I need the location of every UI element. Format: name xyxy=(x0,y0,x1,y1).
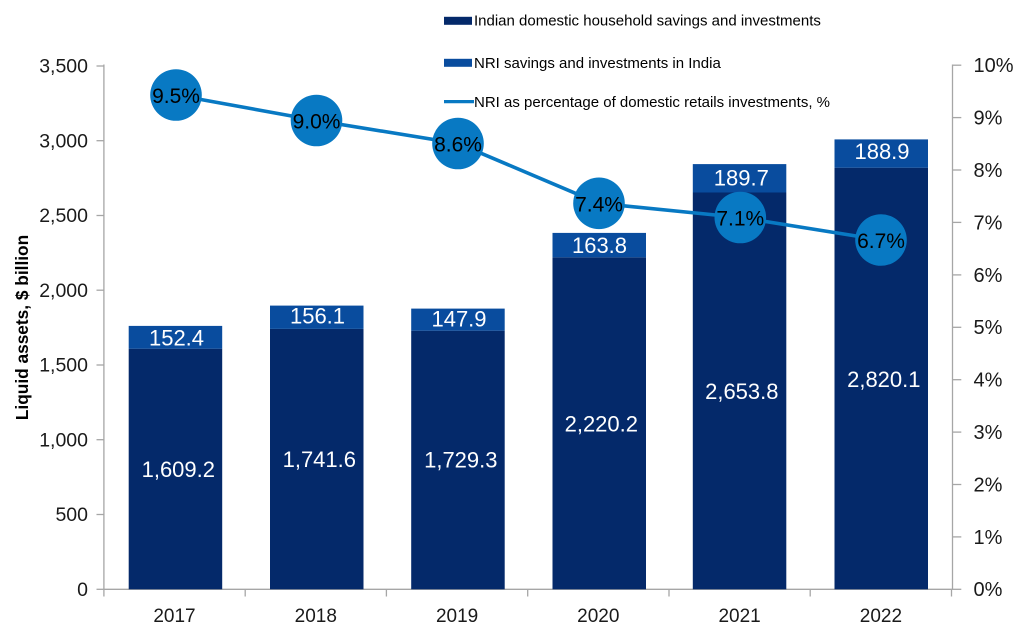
svg-text:8%: 8% xyxy=(974,160,1003,182)
svg-text:NRI savings and investments in: NRI savings and investments in India xyxy=(474,55,721,72)
svg-text:2,000: 2,000 xyxy=(39,280,88,302)
svg-text:152.4: 152.4 xyxy=(149,325,204,350)
svg-text:2019: 2019 xyxy=(436,606,478,627)
svg-text:2021: 2021 xyxy=(718,606,760,627)
svg-text:9%: 9% xyxy=(974,108,1003,130)
svg-text:163.8: 163.8 xyxy=(572,233,627,258)
svg-text:1,500: 1,500 xyxy=(39,355,88,377)
svg-text:500: 500 xyxy=(55,504,88,526)
svg-text:0: 0 xyxy=(77,579,88,601)
svg-text:9.5%: 9.5% xyxy=(152,85,200,108)
svg-text:2,500: 2,500 xyxy=(39,205,88,227)
svg-text:1,609.2: 1,609.2 xyxy=(142,457,215,482)
svg-text:189.7: 189.7 xyxy=(714,165,769,190)
svg-text:1,000: 1,000 xyxy=(39,429,88,451)
svg-text:2,653.8: 2,653.8 xyxy=(705,379,778,404)
svg-text:147.9: 147.9 xyxy=(431,306,486,331)
svg-text:Liquid assets, $ billion: Liquid assets, $ billion xyxy=(12,235,32,420)
svg-text:9.0%: 9.0% xyxy=(293,111,341,134)
svg-text:6.7%: 6.7% xyxy=(857,230,905,253)
svg-text:7.1%: 7.1% xyxy=(716,208,764,231)
svg-text:2,220.2: 2,220.2 xyxy=(565,412,638,437)
svg-text:7.4%: 7.4% xyxy=(575,193,623,216)
svg-text:2017: 2017 xyxy=(153,606,195,627)
svg-text:10%: 10% xyxy=(974,55,1014,77)
svg-text:1%: 1% xyxy=(974,527,1003,549)
svg-text:3%: 3% xyxy=(974,422,1003,444)
svg-text:2%: 2% xyxy=(974,474,1003,496)
svg-text:2,820.1: 2,820.1 xyxy=(847,367,920,392)
svg-text:4%: 4% xyxy=(974,370,1003,392)
svg-text:2018: 2018 xyxy=(295,606,337,627)
svg-text:6%: 6% xyxy=(974,265,1003,287)
svg-text:8.6%: 8.6% xyxy=(434,134,482,157)
svg-text:3,500: 3,500 xyxy=(39,56,88,78)
svg-text:7%: 7% xyxy=(974,212,1003,234)
svg-text:0%: 0% xyxy=(974,579,1003,601)
svg-text:2022: 2022 xyxy=(860,606,902,627)
svg-text:1,741.6: 1,741.6 xyxy=(283,447,356,472)
svg-text:1,729.3: 1,729.3 xyxy=(424,447,497,472)
svg-text:NRI as percentage of domestic: NRI as percentage of domestic retails in… xyxy=(474,94,830,111)
svg-text:188.9: 188.9 xyxy=(854,139,909,164)
svg-text:Indian domestic household savi: Indian domestic household savings and in… xyxy=(474,13,821,30)
svg-text:2020: 2020 xyxy=(577,606,619,627)
svg-text:156.1: 156.1 xyxy=(290,304,345,329)
svg-text:5%: 5% xyxy=(974,317,1003,339)
svg-text:3,000: 3,000 xyxy=(39,130,88,152)
